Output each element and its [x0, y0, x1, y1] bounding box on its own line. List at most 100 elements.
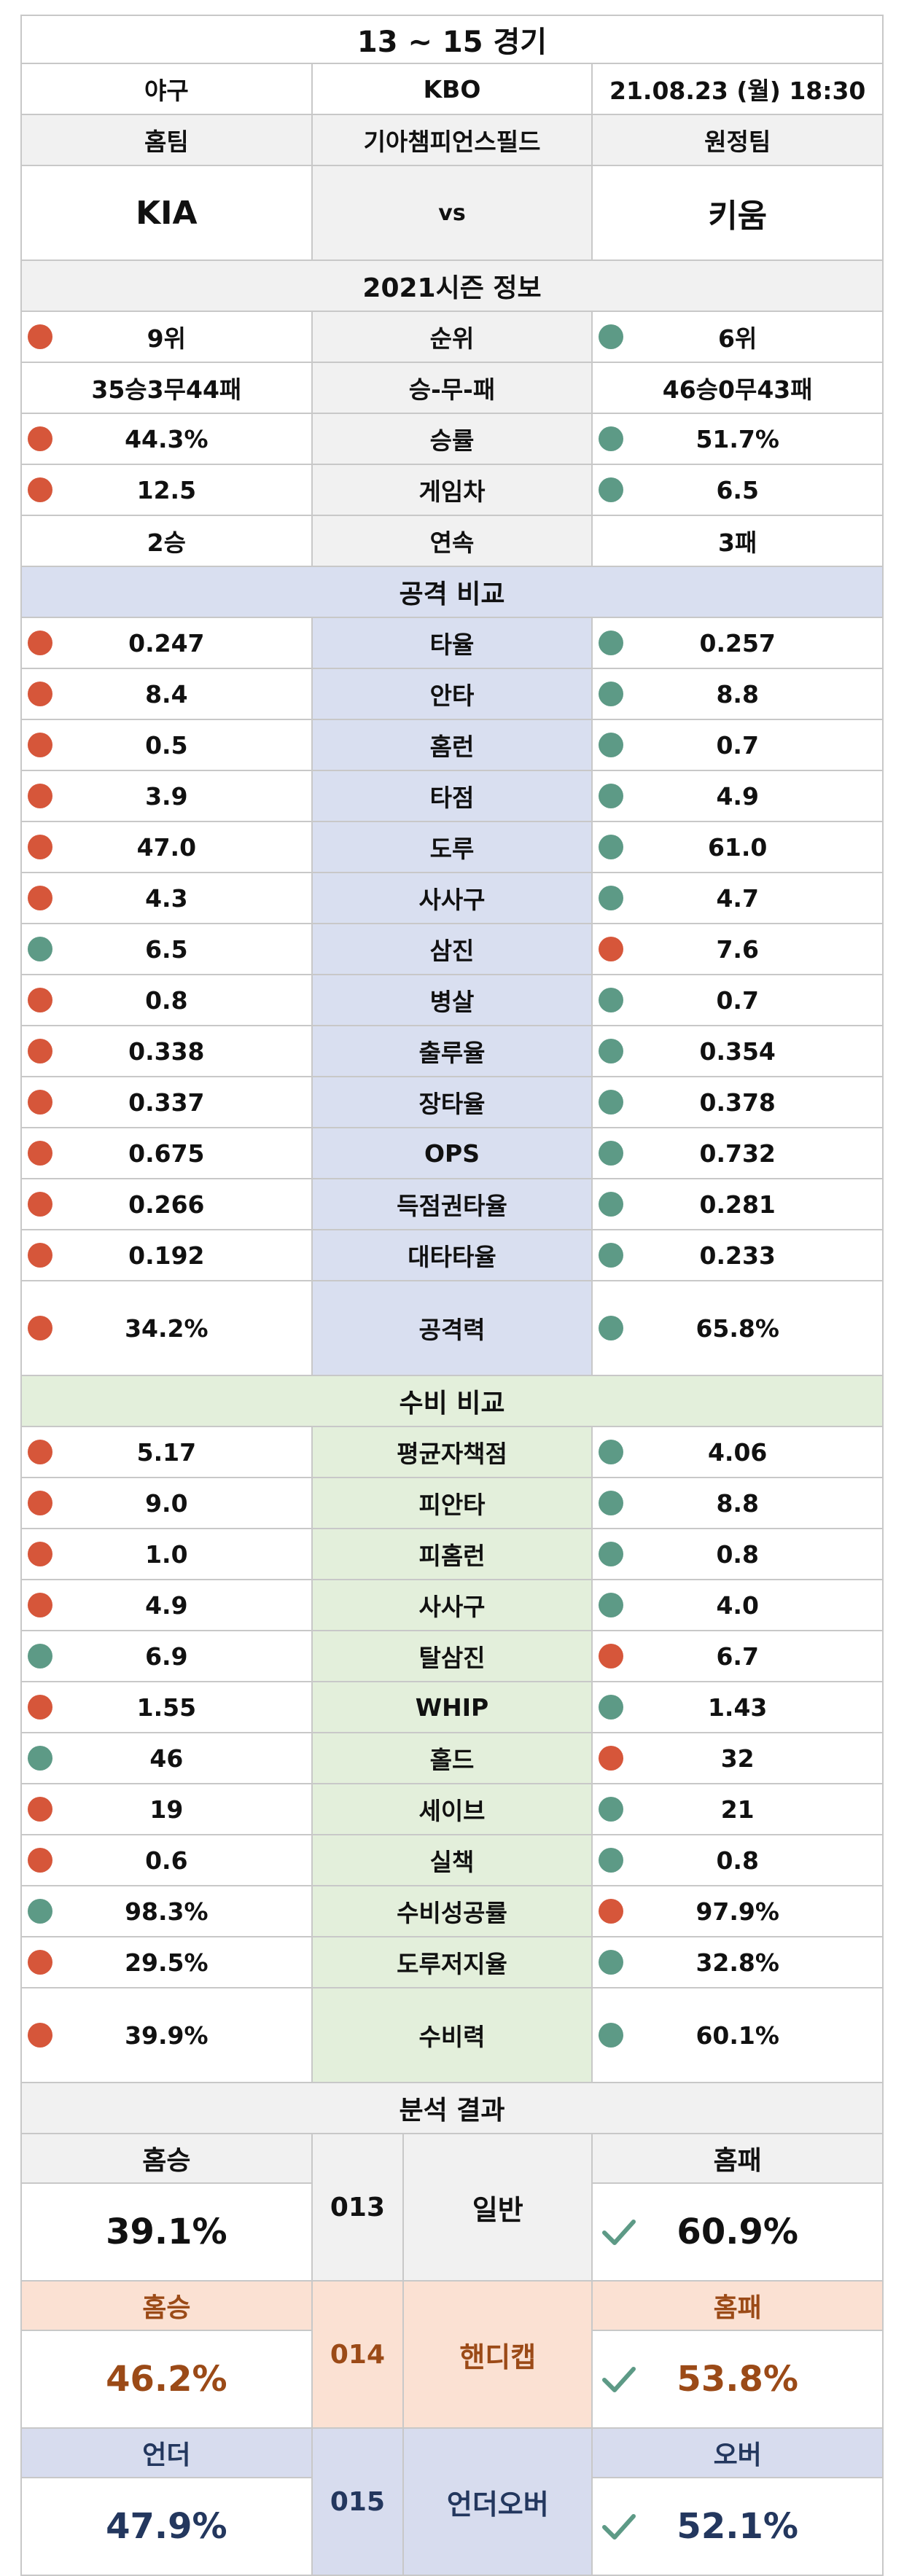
- indicator-dot-icon: [599, 2023, 624, 2048]
- stat-label: 승률: [311, 414, 593, 464]
- analysis-row: 홈승 46.2% 014 핸디캡 홈패 53.8%: [20, 2282, 884, 2429]
- away-value-text: 60.1%: [695, 2021, 779, 2050]
- away-value-text: 21: [720, 1795, 755, 1824]
- indicator-dot-icon: [599, 324, 624, 349]
- indicator-dot-icon: [28, 1039, 52, 1063]
- away-value: 7.6: [593, 924, 882, 974]
- home-value: 34.2%: [22, 1281, 311, 1375]
- away-value: 0.7: [593, 975, 882, 1025]
- away-value: 6.7: [593, 1631, 882, 1681]
- table-row: 4.3 사사구 4.7: [20, 873, 884, 924]
- table-row: 4.9 사사구 4.0: [20, 1580, 884, 1631]
- home-value-text: 98.3%: [125, 1897, 209, 1926]
- stat-label: 승-무-패: [311, 363, 593, 413]
- stat-label: 사사구: [311, 873, 593, 923]
- away-value: 8.8: [593, 1478, 882, 1528]
- stat-label: 타율: [311, 618, 593, 668]
- table-row: 98.3% 수비성공률 97.9%: [20, 1886, 884, 1937]
- table-row: 1.55 WHIP 1.43: [20, 1682, 884, 1733]
- home-value-text: 0.6: [145, 1846, 188, 1875]
- left-outcome: 홈승 39.1%: [22, 2134, 311, 2280]
- away-value-text: 0.378: [699, 1088, 776, 1117]
- defense-table: 5.17 평균자책점 4.06 9.0 피안타 8.8 1.0 피홈런 0.8 4.9 사사구 4.0…: [20, 1427, 884, 2083]
- stat-label: 득점권타율: [311, 1179, 593, 1229]
- teams-header-row: 홈팀 기아챔피언스필드 원정팀: [20, 115, 884, 166]
- match-datetime: 21.08.23 (월) 18:30: [609, 77, 866, 105]
- home-value: 12.5: [22, 465, 311, 515]
- indicator-dot-icon: [599, 1695, 624, 1720]
- home-value-text: 0.247: [128, 628, 205, 657]
- left-outcome: 홈승 46.2%: [22, 2282, 311, 2427]
- indicator-dot-icon: [599, 1899, 624, 1924]
- indicator-dot-icon: [28, 784, 52, 808]
- table-row: 0.8 병살 0.7: [20, 975, 884, 1026]
- home-value: 47.0: [22, 822, 311, 872]
- away-value-text: 3패: [718, 528, 757, 557]
- indicator-dot-icon: [28, 1593, 52, 1617]
- home-value-text: 0.675: [128, 1139, 205, 1168]
- away-value: 51.7%: [593, 414, 882, 464]
- home-value-text: 19: [149, 1795, 184, 1824]
- table-row: 39.9% 수비력 60.1%: [20, 1988, 884, 2083]
- analysis-row: 언더 47.9% 015 언더오버 오버 52.1%: [20, 2429, 884, 2576]
- home-value-text: 0.5: [145, 730, 188, 760]
- away-value-text: 7.6: [716, 934, 759, 964]
- outcome-label: 오버: [593, 2429, 883, 2478]
- indicator-dot-icon: [599, 1797, 624, 1822]
- stat-label: 피안타: [311, 1478, 593, 1528]
- away-value: 97.9%: [593, 1886, 882, 1936]
- table-row: 8.4 안타 8.8: [20, 669, 884, 720]
- stat-label: 피홈런: [311, 1529, 593, 1579]
- check-icon: [600, 2213, 638, 2251]
- indicator-dot-icon: [28, 1141, 52, 1166]
- title-row: 13 ~ 15 경기: [20, 15, 884, 64]
- offense-table: 0.247 타율 0.257 8.4 안타 8.8 0.5 홈런 0.7 3.9 타점 4.9 47.0…: [20, 618, 884, 1376]
- outcome-value: 39.1%: [106, 2212, 227, 2252]
- away-value-text: 4.0: [716, 1591, 759, 1620]
- home-value: 4.3: [22, 873, 311, 923]
- home-value-text: 47.0: [136, 832, 197, 862]
- stat-label: 장타율: [311, 1077, 593, 1127]
- table-row: 34.2% 공격력 65.8%: [20, 1281, 884, 1376]
- away-value: 60.1%: [593, 1988, 882, 2082]
- game-code: 014: [311, 2282, 405, 2427]
- table-row: 0.338 출루율 0.354: [20, 1026, 884, 1077]
- away-value: 0.354: [593, 1026, 882, 1076]
- outcome-value: 46.2%: [106, 2359, 227, 2400]
- away-value: 46승0무43패: [593, 363, 882, 413]
- section-title: 공격 비교: [22, 567, 882, 617]
- indicator-dot-icon: [28, 1542, 52, 1566]
- indicator-dot-icon: [599, 1542, 624, 1566]
- home-value: 9위: [22, 312, 311, 362]
- indicator-dot-icon: [28, 631, 52, 655]
- outcome-value-wrap: 60.9%: [593, 2184, 882, 2280]
- home-value: 3.9: [22, 771, 311, 821]
- table-row: 2승 연속 3패: [20, 516, 884, 567]
- home-value: 0.247: [22, 618, 311, 668]
- stat-label: 대타타율: [311, 1230, 593, 1280]
- stat-label: 순위: [311, 312, 593, 362]
- outcome-value: 52.1%: [677, 2506, 798, 2547]
- home-value-text: 9위: [147, 324, 186, 353]
- away-value-text: 46승0무43패: [662, 375, 813, 404]
- indicator-dot-icon: [599, 988, 624, 1012]
- home-value: 0.6: [22, 1835, 311, 1885]
- indicator-dot-icon: [28, 1746, 52, 1771]
- indicator-dot-icon: [28, 1316, 52, 1340]
- home-value-text: 4.9: [145, 1591, 188, 1620]
- stat-label: 게임차: [311, 465, 593, 515]
- home-value-text: 6.5: [145, 934, 188, 964]
- stat-label: 삼진: [311, 924, 593, 974]
- away-value-text: 6.5: [716, 475, 759, 504]
- away-value: 3패: [593, 516, 882, 566]
- home-value-text: 35승3무44패: [91, 375, 242, 404]
- table-row: 6.9 탈삼진 6.7: [20, 1631, 884, 1682]
- stat-label: 출루율: [311, 1026, 593, 1076]
- stat-label: 수비성공률: [311, 1886, 593, 1936]
- season-section-header: 2021시즌 정보: [20, 261, 884, 312]
- home-value-text: 0.192: [128, 1241, 205, 1270]
- home-value-text: 0.8: [145, 985, 188, 1015]
- away-value: 4.0: [593, 1580, 882, 1630]
- stat-label: WHIP: [311, 1682, 593, 1732]
- home-value: 44.3%: [22, 414, 311, 464]
